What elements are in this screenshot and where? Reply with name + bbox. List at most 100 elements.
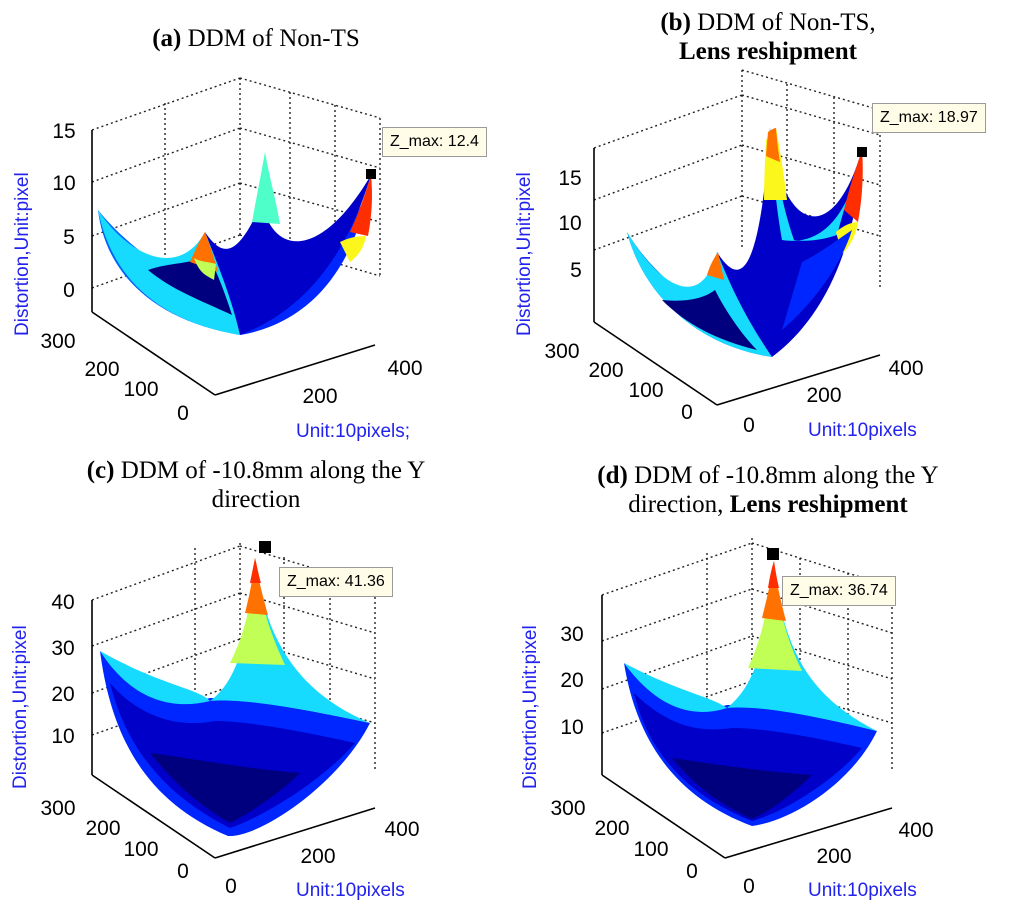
x-tick-label: 0 bbox=[743, 414, 755, 437]
z-axis-label: Distortion,Unit:pixel bbox=[520, 625, 541, 789]
z-axis-label: Distortion,Unit:pixel bbox=[12, 172, 33, 336]
panel-letter: (c) bbox=[86, 457, 115, 484]
x-axis-label: Unit:10pixels bbox=[808, 880, 917, 901]
x-tick-label: 400 bbox=[888, 357, 923, 380]
z-tick-label: 10 bbox=[558, 212, 581, 235]
axes bbox=[601, 595, 893, 859]
x-tick-label: 200 bbox=[302, 385, 337, 408]
z-tick-label: 20 bbox=[560, 669, 583, 692]
y-tick-label: 100 bbox=[633, 838, 668, 861]
z-axis-ticks: 15 10 5 bbox=[558, 167, 582, 282]
z-max-datatip: Z_max: 36.74 bbox=[782, 576, 896, 606]
z-tick-label: 5 bbox=[570, 259, 582, 282]
z-max-marker bbox=[259, 541, 271, 553]
z-axis-label: Distortion,Unit:pixel bbox=[10, 625, 31, 789]
x-axis-label: Unit:10pixels bbox=[296, 880, 405, 901]
z-axis-ticks: 30 20 10 bbox=[560, 623, 583, 739]
panel-title-line2: direction, bbox=[628, 491, 724, 518]
axes bbox=[91, 600, 376, 859]
z-tick-label: 40 bbox=[51, 591, 74, 614]
x-axis-ticks: 200 400 bbox=[302, 357, 422, 408]
y-tick-label: 300 bbox=[550, 797, 585, 820]
panel-title: (a) DDM of Non-TS bbox=[0, 24, 512, 53]
y-axis-ticks: 300 200 100 0 bbox=[40, 330, 188, 425]
panel-title-text: DDM of Non-TS bbox=[187, 25, 360, 52]
y-tick-label: 0 bbox=[177, 860, 189, 883]
z-axis-ticks: 15 10 5 0 bbox=[52, 120, 75, 302]
x-tick-label: 200 bbox=[806, 384, 841, 407]
z-max-marker bbox=[857, 147, 867, 157]
y-tick-label: 200 bbox=[84, 358, 119, 381]
panel-letter: (a) bbox=[152, 25, 182, 52]
y-tick-label: 200 bbox=[594, 817, 629, 840]
x-tick-label: 0 bbox=[743, 875, 755, 898]
y-tick-label: 100 bbox=[628, 379, 663, 402]
y-tick-label: 100 bbox=[123, 378, 158, 401]
y-tick-label: 300 bbox=[544, 340, 579, 363]
surface-plot: 15 10 5 300 200 100 0 0 200 400 Unit:10p… bbox=[514, 69, 924, 441]
surface-plot: 30 20 10 300 200 100 0 0 200 400 Unit:10… bbox=[520, 538, 934, 901]
y-axis-ticks: 300 200 100 0 bbox=[40, 797, 188, 883]
y-tick-label: 0 bbox=[681, 401, 693, 424]
y-axis-ticks: 300 200 100 0 bbox=[550, 797, 697, 883]
z-max-marker bbox=[366, 169, 376, 179]
z-tick-label: 0 bbox=[63, 279, 75, 302]
x-axis-label: Unit:10pixels; bbox=[296, 421, 410, 442]
panel-title-text: DDM of -10.8mm along the Y bbox=[634, 462, 939, 489]
panel-title: (c) DDM of -10.8mm along the Y direction bbox=[0, 456, 512, 514]
surface-plot: 15 10 5 0 300 200 100 0 200 400 Unit:10p… bbox=[12, 77, 423, 442]
x-tick-label: 400 bbox=[387, 357, 422, 380]
panel-c: (c) DDM of -10.8mm along the Y direction bbox=[0, 453, 512, 906]
z-tick-label: 30 bbox=[560, 623, 583, 646]
surface-plot: 40 30 20 10 300 200 100 0 0 200 400 Unit… bbox=[10, 541, 420, 901]
y-tick-label: 0 bbox=[177, 402, 189, 425]
x-axis-ticks: 0 200 400 bbox=[225, 818, 419, 898]
surface bbox=[98, 152, 372, 335]
z-tick-label: 20 bbox=[51, 683, 74, 706]
axes bbox=[91, 130, 376, 396]
z-max-datatip: Z_max: 18.97 bbox=[872, 103, 986, 133]
panel-title-line2: direction bbox=[211, 486, 301, 513]
panel-d: (d) DDM of -10.8mm along the Y direction… bbox=[512, 453, 1024, 906]
x-tick-label: 0 bbox=[225, 875, 237, 898]
y-tick-label: 300 bbox=[40, 797, 75, 820]
x-tick-label: 200 bbox=[300, 845, 335, 868]
panel-letter: (b) bbox=[660, 9, 691, 36]
x-tick-label: 400 bbox=[898, 819, 933, 842]
y-tick-label: 200 bbox=[85, 817, 120, 840]
panel-title: (d) DDM of -10.8mm along the Y direction… bbox=[512, 461, 1024, 519]
panel-letter: (d) bbox=[597, 462, 628, 489]
z-tick-label: 10 bbox=[560, 716, 583, 739]
panel-title-bold-suffix: Lens reshipment bbox=[678, 38, 858, 65]
z-tick-label: 5 bbox=[63, 226, 75, 249]
axes bbox=[593, 148, 881, 406]
z-axis-label: Distortion,Unit:pixel bbox=[514, 172, 535, 336]
z-tick-label: 15 bbox=[52, 120, 75, 143]
z-tick-label: 15 bbox=[558, 167, 581, 190]
panel-title-text: DDM of Non-TS, bbox=[697, 9, 876, 36]
x-tick-label: 400 bbox=[384, 818, 419, 841]
grid-lines bbox=[593, 69, 881, 290]
y-axis-ticks: 300 200 100 0 bbox=[544, 340, 692, 424]
panel-title-text: DDM of -10.8mm along the Y bbox=[120, 457, 426, 484]
panel-title-bold-suffix: Lens reshipment bbox=[729, 491, 908, 518]
x-tick-label: 200 bbox=[816, 845, 851, 868]
z-tick-label: 10 bbox=[52, 172, 75, 195]
y-tick-label: 0 bbox=[686, 860, 698, 883]
z-tick-label: 10 bbox=[51, 725, 74, 748]
panel-b: (b) DDM of Non-TS, Lens reshipment bbox=[512, 0, 1024, 453]
x-axis-label: Unit:10pixels bbox=[808, 420, 917, 441]
surface bbox=[100, 558, 370, 837]
y-tick-label: 100 bbox=[123, 838, 158, 861]
surface bbox=[624, 561, 877, 826]
panel-a: (a) DDM of Non-TS bbox=[0, 0, 512, 453]
x-axis-ticks: 0 200 400 bbox=[743, 357, 923, 437]
z-axis-ticks: 40 30 20 10 bbox=[51, 591, 74, 748]
z-max-datatip: Z_max: 12.4 bbox=[382, 127, 487, 157]
y-tick-label: 200 bbox=[588, 359, 623, 382]
z-max-datatip: Z_max: 41.36 bbox=[279, 567, 393, 597]
y-tick-label: 300 bbox=[40, 330, 75, 353]
surface bbox=[627, 128, 863, 357]
panel-title: (b) DDM of Non-TS, Lens reshipment bbox=[512, 8, 1024, 66]
z-tick-label: 30 bbox=[51, 637, 74, 660]
